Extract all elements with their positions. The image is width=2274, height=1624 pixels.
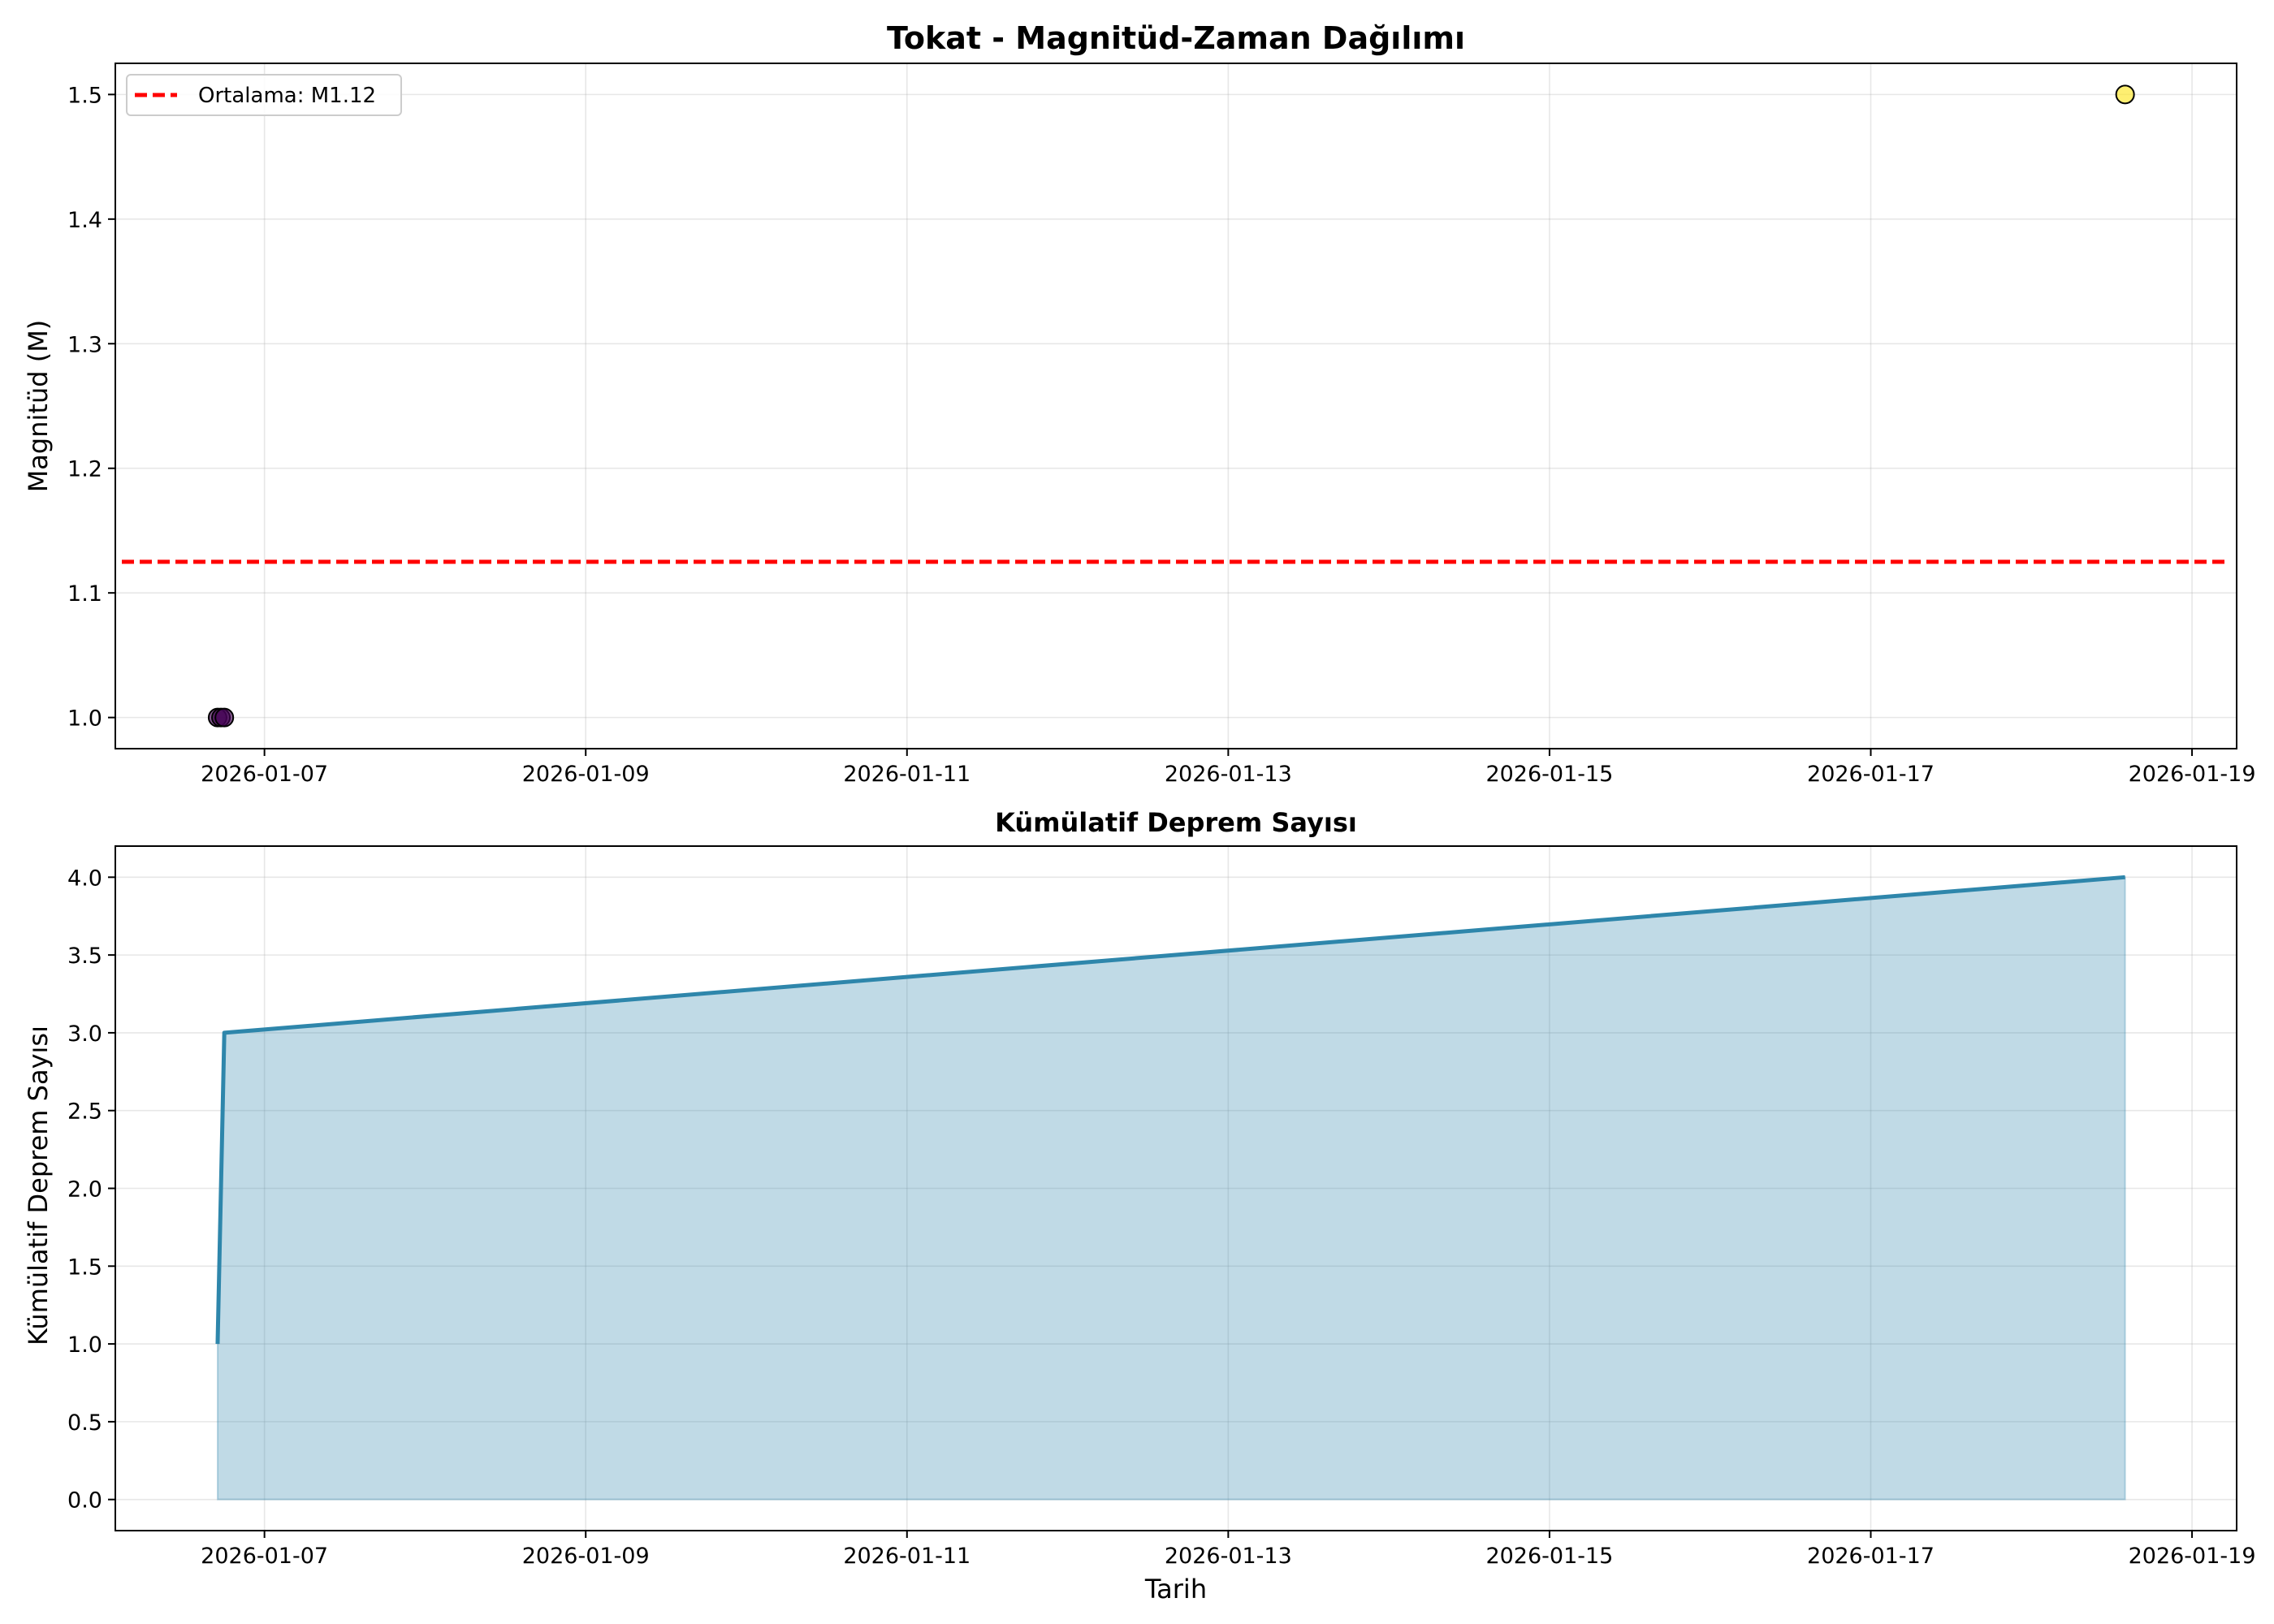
y-tick-label: 1.0: [67, 706, 102, 732]
legend-box: [126, 74, 402, 116]
x-tick-label: 2026-01-15: [1485, 1544, 1613, 1569]
x-tick-label: 2026-01-09: [522, 1544, 650, 1569]
y-tick-label: 1.4: [67, 208, 102, 233]
y-tick-label: 3.0: [67, 1021, 102, 1047]
magnitude-chart-points: [207, 84, 2135, 728]
x-tick-label: 2026-01-15: [1485, 762, 1613, 787]
legend-mean-label: Ortalama: M1.12: [198, 84, 376, 108]
magnitude-time-chart: 2026-01-07 2026-01-09 2026-01-11 2026-01-13…: [23, 20, 2256, 787]
y-tick-label: 1.0: [67, 1332, 102, 1358]
y-tick-label: 2.5: [67, 1099, 102, 1125]
earthquake-point: [214, 707, 235, 728]
x-tick-label: 2026-01-11: [843, 1544, 971, 1569]
magnitude-chart-y-ticks: 1.0 1.1 1.2 1.3 1.4 1.5: [67, 83, 115, 732]
x-tick-label: 2026-01-17: [1807, 762, 1935, 787]
y-tick-label: 0.0: [67, 1488, 102, 1514]
y-tick-label: 3.5: [67, 944, 102, 969]
magnitude-chart-frame: [115, 63, 2237, 749]
x-tick-label: 2026-01-13: [1165, 1544, 1292, 1569]
magnitude-chart-title: Tokat - Magnitüd-Zaman Dağılımı: [887, 20, 1465, 56]
y-tick-label: 4.0: [67, 866, 102, 891]
cumulative-count-line: [215, 875, 2125, 1345]
x-tick-label: 2026-01-19: [2129, 1544, 2256, 1569]
cumulative-chart-x-ticks: 2026-01-07 2026-01-09 2026-01-11 2026-01-13…: [201, 1531, 2256, 1569]
cumulative-chart-series: [215, 875, 2126, 1501]
cumulative-count-chart: 2026-01-07 2026-01-09 2026-01-11 2026-01-13…: [23, 807, 2256, 1605]
cumulative-chart-y-axis-label: Kümülatif Deprem Sayısı: [23, 1026, 54, 1345]
cumulative-chart-title: Kümülatif Deprem Sayısı: [995, 807, 1357, 838]
magnitude-chart-grid: [115, 63, 2237, 749]
x-tick-label: 2026-01-13: [1165, 762, 1292, 787]
x-tick-label: 2026-01-19: [2129, 762, 2256, 787]
earthquake-point: [2115, 84, 2135, 105]
x-tick-label: 2026-01-07: [201, 1544, 328, 1569]
magnitude-chart-legend: Ortalama: M1.12: [126, 74, 402, 116]
x-tick-label: 2026-01-11: [843, 762, 971, 787]
y-tick-label: 0.5: [67, 1410, 102, 1436]
y-tick-label: 1.2: [67, 457, 102, 482]
magnitude-chart-x-ticks: 2026-01-07 2026-01-09 2026-01-11 2026-01-13…: [201, 749, 2256, 787]
cumulative-chart-y-ticks: 0.0 0.5 1.0 1.5 2.0 2.5 3.0 3.5 4.0: [67, 866, 115, 1514]
y-tick-label: 1.1: [67, 581, 102, 607]
y-tick-label: 1.5: [67, 83, 102, 108]
magnitude-chart-y-axis-label: Magnitüd (M): [23, 320, 54, 493]
x-tick-label: 2026-01-17: [1807, 1544, 1935, 1569]
y-tick-label: 1.5: [67, 1255, 102, 1280]
y-tick-label: 2.0: [67, 1177, 102, 1203]
y-tick-label: 1.3: [67, 332, 102, 357]
x-tick-label: 2026-01-07: [201, 762, 328, 787]
cumulative-chart-x-axis-label: Tarih: [1144, 1574, 1207, 1605]
x-tick-label: 2026-01-09: [522, 762, 650, 787]
